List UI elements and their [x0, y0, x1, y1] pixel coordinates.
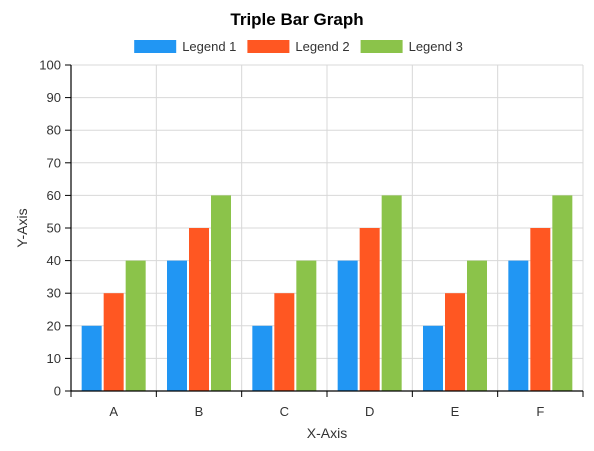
- y-tick-label: 100: [39, 58, 61, 73]
- bar-e-series-3[interactable]: [467, 260, 487, 391]
- legend-item-2[interactable]: Legend 2: [247, 39, 350, 54]
- x-tick-label: E: [451, 404, 460, 419]
- x-axis-title: X-Axis: [307, 425, 347, 441]
- bar-e-series-1[interactable]: [423, 325, 443, 391]
- legend-swatch: [247, 40, 290, 53]
- legend-item-1[interactable]: Legend 1: [134, 39, 236, 54]
- bar-a-series-3[interactable]: [125, 260, 146, 391]
- bar-d-series-3[interactable]: [381, 195, 402, 391]
- y-tick-label: 60: [47, 188, 61, 203]
- y-axis-title: Y-Axis: [14, 208, 30, 247]
- bar-f-series-3[interactable]: [552, 195, 573, 391]
- x-tick-label: D: [365, 404, 374, 419]
- bar-f-series-1[interactable]: [508, 260, 529, 391]
- y-tick-label: 0: [54, 384, 61, 399]
- legend-label: Legend 3: [409, 39, 463, 54]
- x-tick-label: A: [109, 404, 118, 419]
- chart-title: Triple Bar Graph: [230, 10, 363, 29]
- bar-d-series-1[interactable]: [337, 260, 358, 391]
- bar-a-series-1[interactable]: [81, 325, 102, 391]
- bar-f-series-2[interactable]: [530, 228, 551, 391]
- bar-c-series-3[interactable]: [296, 260, 317, 391]
- legend: Legend 1 Legend 2 Legend 3: [134, 39, 463, 54]
- bar-c-series-2[interactable]: [274, 293, 295, 391]
- bar-b-series-2[interactable]: [189, 228, 209, 391]
- x-tick-label: F: [536, 404, 544, 419]
- x-tick-label: C: [280, 404, 289, 419]
- grid: [71, 64, 584, 391]
- legend-swatch: [360, 40, 403, 53]
- bar-b-series-1[interactable]: [167, 260, 187, 391]
- bar-b-series-3[interactable]: [211, 195, 231, 391]
- legend-label: Legend 2: [295, 39, 349, 54]
- y-tick-label: 10: [47, 351, 61, 366]
- legend-item-3[interactable]: Legend 3: [360, 39, 463, 54]
- y-tick-label: 50: [47, 221, 61, 236]
- bar-c-series-1[interactable]: [252, 325, 273, 391]
- bars: [81, 195, 573, 391]
- bar-a-series-2[interactable]: [103, 293, 124, 391]
- legend-swatch: [134, 40, 177, 53]
- x-tick-label: B: [195, 404, 204, 419]
- y-tick-label: 90: [47, 90, 61, 105]
- y-tick-label: 80: [47, 123, 61, 138]
- y-tick-label: 30: [47, 286, 61, 301]
- bar-d-series-2[interactable]: [359, 228, 380, 391]
- bar-e-series-2[interactable]: [445, 293, 465, 391]
- y-tick-label: 20: [47, 318, 61, 333]
- legend-label: Legend 1: [182, 39, 236, 54]
- y-tick-label: 40: [47, 253, 61, 268]
- y-tick-label: 70: [47, 155, 61, 170]
- ticks: 0 10 20 30 40 50 60 70 80 90 100 A B C D E F: [39, 58, 584, 419]
